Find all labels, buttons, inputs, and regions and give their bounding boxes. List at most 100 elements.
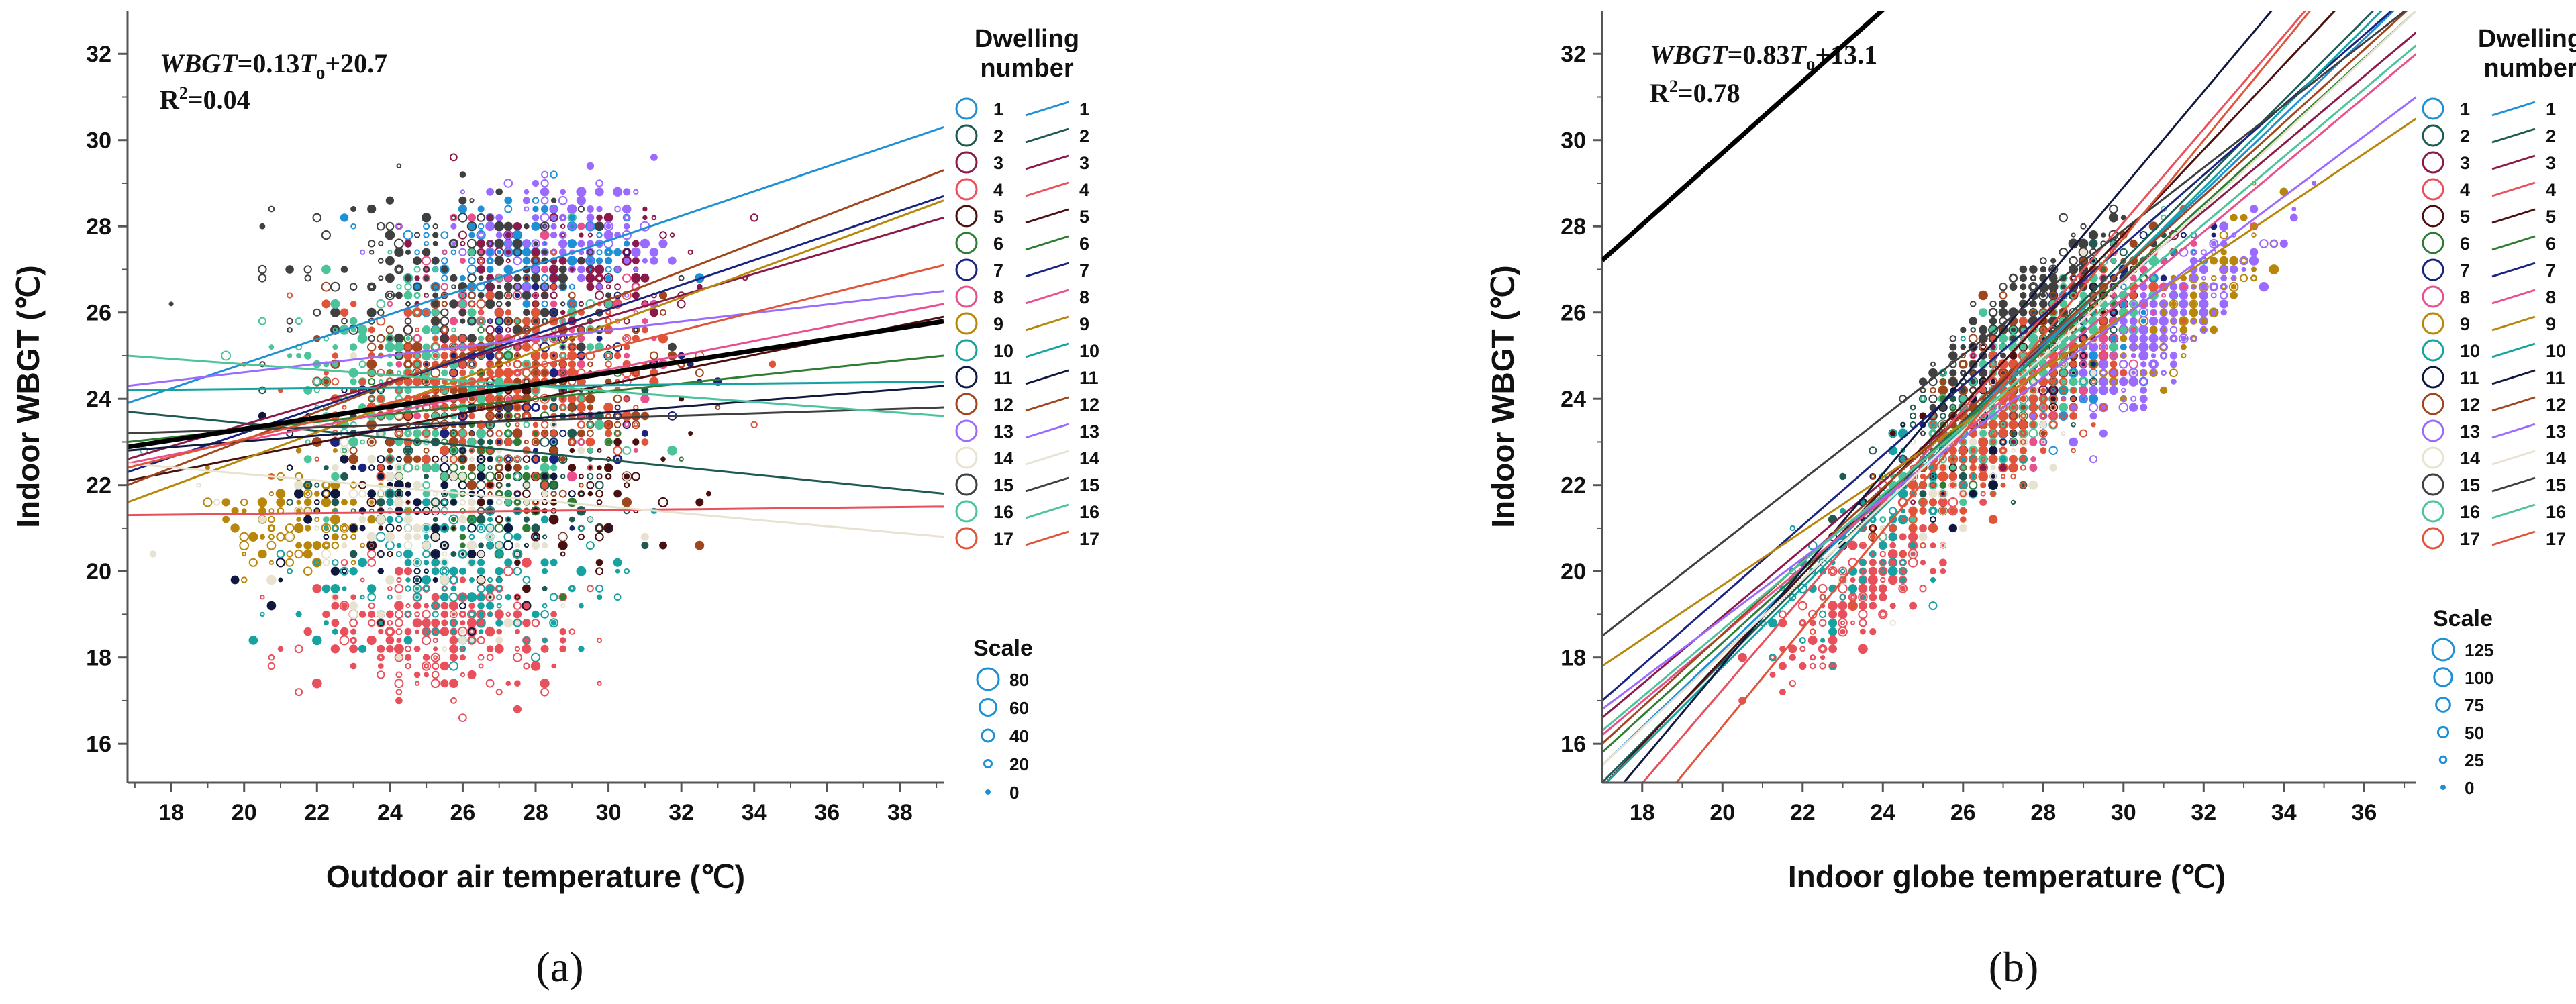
scatter-point-17	[413, 309, 421, 316]
scatter-point-13	[2110, 352, 2117, 359]
scatter-point-8	[395, 360, 403, 368]
scatter-point-10	[450, 628, 457, 635]
scatter-point-5	[377, 507, 385, 515]
scatter-point-15	[487, 283, 494, 291]
scatter-point-17	[532, 456, 539, 462]
scatter-point-10	[1898, 489, 1908, 499]
scatter-point-5	[624, 482, 630, 489]
scatter-point-15	[432, 300, 439, 307]
scatter-point-4	[1859, 628, 1866, 635]
scatter-point-1	[486, 266, 494, 273]
scatter-point-2	[1910, 412, 1917, 420]
scatter-point-17	[377, 464, 385, 471]
scatter-point-15	[487, 318, 493, 325]
scatter-point-13	[559, 240, 567, 248]
scatter-point-4	[260, 594, 265, 600]
scatter-point-10	[613, 593, 622, 601]
legend-line-label-2: 2	[1079, 126, 1089, 146]
scatter-point-10	[468, 611, 475, 618]
scatter-point-5	[558, 540, 568, 550]
scatter-point-13	[2170, 309, 2177, 316]
legend-label-11: 11	[993, 368, 1013, 388]
scatter-point-12	[613, 421, 622, 428]
scatter-point-14	[477, 576, 485, 584]
scatter-point-17	[423, 361, 430, 368]
scatter-point-9	[367, 515, 377, 524]
legend-line-label-5: 5	[1079, 207, 1089, 227]
scatter-point-4	[405, 645, 411, 652]
scatter-point-4	[378, 655, 383, 660]
legend-line-2	[1025, 128, 1069, 144]
scatter-point-4	[424, 620, 429, 625]
y-tick-label: 24	[86, 387, 111, 412]
scatter-point-17	[540, 421, 549, 429]
scatter-point-16	[432, 266, 439, 272]
y-tick-label: 22	[86, 473, 111, 499]
scatter-point-8	[2080, 361, 2087, 368]
scatter-point-17	[551, 405, 556, 410]
scatter-point-14	[550, 421, 557, 428]
scatter-point-15	[440, 308, 449, 317]
scatter-point-9	[239, 532, 249, 542]
scatter-point-9	[275, 489, 286, 499]
scatter-point-10	[505, 516, 512, 523]
scatter-point-10	[405, 559, 411, 566]
scatter-point-5	[548, 514, 559, 525]
scatter-point-4	[522, 601, 531, 610]
scatter-point-10	[387, 499, 393, 506]
scatter-point-9	[294, 472, 303, 481]
scatter-point-17	[497, 336, 502, 341]
scatter-point-8	[567, 471, 577, 482]
scatter-point-13	[576, 187, 587, 197]
scatter-point-11	[394, 506, 403, 515]
scatter-point-17	[605, 430, 613, 438]
scatter-point-11	[450, 499, 457, 506]
scatter-point-1	[486, 257, 494, 265]
scatter-point-13	[395, 222, 403, 230]
scatter-point-14	[495, 636, 503, 644]
scatter-point-4	[1869, 584, 1877, 593]
scatter-point-9	[348, 523, 358, 534]
scatter-point-13	[2159, 299, 2168, 309]
scatter-point-9	[2191, 336, 2197, 342]
scatter-point-15	[349, 283, 358, 291]
scatter-point-13	[485, 247, 495, 257]
scatter-point-9	[259, 534, 265, 540]
scatter-point-17	[522, 368, 531, 378]
scatter-point-13	[2140, 291, 2147, 299]
scatter-point-6	[477, 326, 485, 334]
scatter-point-4	[1869, 593, 1877, 601]
scatter-point-11	[377, 550, 385, 558]
legend-marker-7	[955, 258, 978, 281]
scatter-point-17	[332, 352, 339, 359]
scatter-point-4	[405, 603, 411, 609]
scatter-point-13	[623, 188, 631, 196]
scatter-point-4	[522, 644, 532, 654]
scatter-point-8	[624, 421, 630, 428]
scatter-point-16	[451, 430, 456, 436]
scatter-point-13	[2220, 309, 2227, 316]
scatter-point-4	[1789, 654, 1797, 661]
scatter-point-10	[1968, 489, 1978, 499]
scatter-point-16	[441, 369, 448, 376]
scatter-point-12	[549, 446, 558, 455]
scatter-point-9	[321, 497, 332, 507]
scatter-point-14	[622, 472, 632, 481]
scatter-point-4	[1919, 585, 1927, 593]
scatter-point-12	[2040, 430, 2046, 436]
scatter-point-10	[468, 534, 475, 540]
legend-line-3	[1025, 154, 1069, 170]
scatter-point-4	[1899, 576, 1907, 584]
scatter-point-9	[295, 542, 303, 549]
scatter-point-10	[449, 566, 458, 576]
scatter-point-13	[2138, 342, 2149, 352]
scatter-point-9	[341, 525, 348, 532]
scatter-point-13	[2069, 437, 2079, 447]
scale-label: 60	[1009, 698, 1029, 718]
legend-marker-4	[955, 178, 978, 201]
scatter-point-4	[450, 646, 456, 652]
scatter-point-15	[394, 264, 404, 274]
scatter-point-10	[442, 560, 448, 566]
scatter-point-4	[486, 645, 494, 653]
scatter-point-4	[440, 627, 449, 636]
